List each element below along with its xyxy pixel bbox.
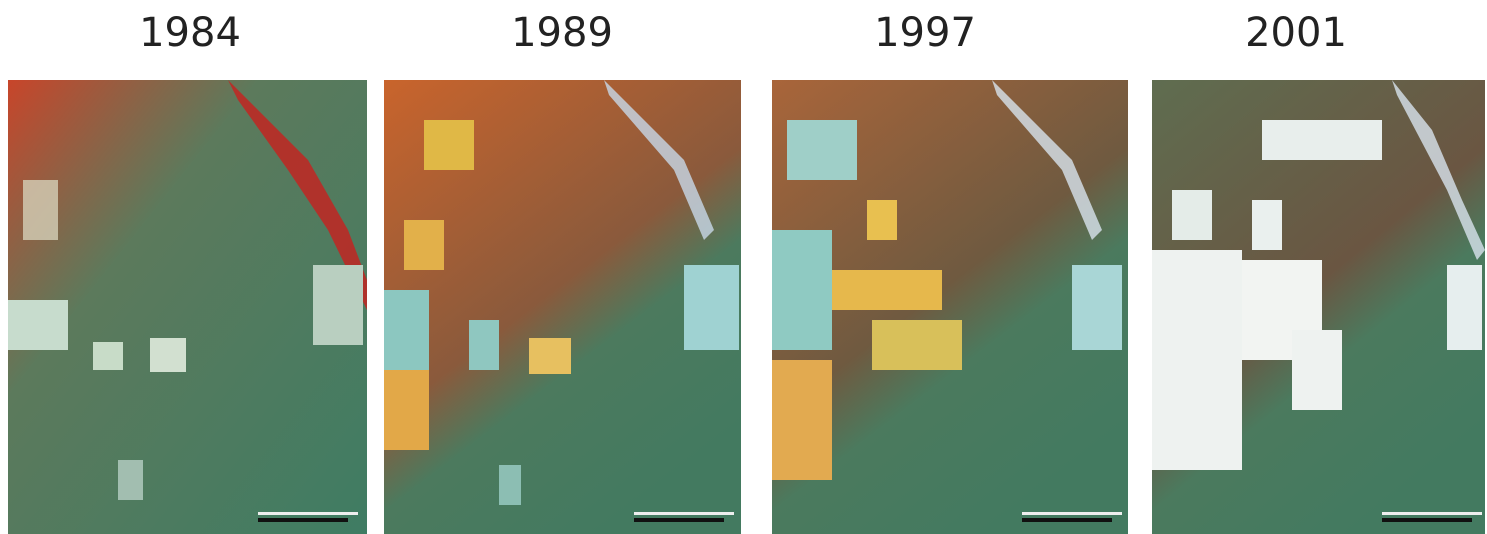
year-label: 1997 — [874, 10, 976, 56]
year-label: 2001 — [1245, 10, 1347, 56]
satellite-image — [772, 80, 1128, 534]
year-label: 1984 — [139, 10, 241, 56]
satellite-image — [384, 80, 741, 534]
satellite-image — [1152, 80, 1485, 534]
satellite-image — [8, 80, 367, 534]
year-label: 1989 — [511, 10, 613, 56]
